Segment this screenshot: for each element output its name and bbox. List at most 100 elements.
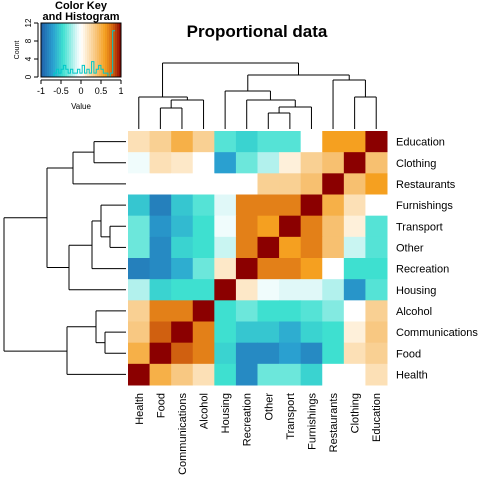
color-key-swatch	[87, 23, 90, 77]
heatmap-cell	[322, 279, 345, 301]
color-key-swatch	[57, 23, 60, 77]
color-key-swatch	[51, 23, 54, 77]
heatmap-cell	[365, 300, 388, 322]
heatmap-cell	[235, 194, 258, 217]
heatmap-cell	[149, 131, 172, 153]
color-key-swatch	[109, 23, 112, 77]
heatmap-cell	[149, 321, 172, 344]
column-label: Health	[134, 393, 146, 425]
heatmap-cell	[300, 342, 323, 365]
row-label: Housing	[396, 285, 436, 297]
heatmap-cell	[149, 173, 172, 195]
row-dendrogram	[3, 141, 126, 375]
heatmap-cell	[279, 363, 302, 386]
color-key-swatch	[105, 23, 108, 77]
heatmap-cell	[192, 300, 215, 322]
row-labels: Education Clothing Restaurants Furnishings T…	[396, 137, 478, 382]
heatmap-cell	[257, 279, 280, 301]
color-key-y-tick-label: 12	[24, 18, 33, 27]
row-label: Education	[396, 137, 445, 149]
heatmap-cell	[214, 300, 237, 322]
heatmap-cell	[300, 131, 323, 153]
row-label: Alcohol	[396, 306, 432, 318]
heatmap-cell	[343, 236, 366, 259]
heatmap-cell	[257, 300, 280, 322]
heatmap-cell	[235, 300, 258, 322]
color-key-swatch	[83, 23, 86, 77]
heatmap-cell	[322, 173, 345, 195]
heatmap-cell	[171, 363, 194, 386]
heatmap-cell	[128, 363, 151, 386]
row-label: Furnishings	[396, 200, 453, 212]
color-key-swatch	[115, 23, 118, 77]
color-key-y-tick-label: 0	[24, 74, 33, 79]
color-key-swatch	[43, 23, 46, 77]
heatmap-cell	[343, 342, 366, 365]
heatmap-cell	[365, 363, 388, 386]
heatmap-cell	[235, 173, 258, 195]
heatmap-cell	[171, 194, 194, 217]
heatmap-cell	[171, 342, 194, 365]
color-key: Color Key and Histogram -1 -0.5 0 0.5 1 0 4 8 1…	[14, 0, 124, 111]
color-key-x-tick-label: -1	[37, 86, 45, 96]
heatmap-cell	[257, 363, 280, 386]
heatmap-cell	[214, 321, 237, 344]
row-label: Clothing	[396, 158, 436, 170]
heatmap-cell	[149, 194, 172, 217]
heatmap-cell	[192, 342, 215, 365]
heatmap-cell	[235, 342, 258, 365]
color-key-swatch	[97, 23, 100, 77]
color-key-title-line2: and Histogram	[42, 11, 119, 23]
heatmap-cell	[128, 342, 151, 365]
heatmap-cell	[235, 236, 258, 259]
heatmap-cell	[235, 321, 258, 344]
heatmap-cell	[171, 236, 194, 259]
heatmap-cell	[149, 300, 172, 322]
heatmap-cell	[257, 236, 280, 259]
heatmap-cell	[192, 194, 215, 217]
color-key-x-tick-label: 1	[118, 86, 123, 96]
heatmap-cell	[365, 194, 388, 217]
heatmap-cell	[192, 131, 215, 153]
column-label: Other	[263, 393, 275, 421]
color-key-swatch	[47, 23, 50, 77]
heatmap-cell	[214, 152, 237, 174]
column-label: Communications	[177, 393, 189, 475]
heatmap-cell	[257, 173, 280, 195]
heatmap-cell	[343, 194, 366, 217]
heatmap-cell	[257, 131, 280, 153]
heatmap-cell	[214, 236, 237, 259]
heatmap-cell	[128, 258, 151, 280]
color-key-swatch	[53, 23, 56, 77]
heatmap-cell	[343, 173, 366, 195]
heatmap-cell	[192, 363, 215, 386]
heatmap-cell	[235, 363, 258, 386]
color-key-swatch	[41, 23, 44, 77]
heatmap-cell	[128, 152, 151, 174]
heatmap-cell	[343, 279, 366, 301]
column-label: Restaurants	[328, 393, 340, 453]
color-key-x-axis: -1 -0.5 0 0.5 1	[37, 79, 124, 96]
heatmap-cell	[214, 363, 237, 386]
color-key-swatch	[95, 23, 98, 77]
heatmap-cell	[149, 152, 172, 174]
heatmap-cell	[171, 258, 194, 280]
heatmap-cell	[257, 342, 280, 365]
heatmap-cell	[171, 300, 194, 322]
heatmap-cell	[279, 236, 302, 259]
heatmap-cell	[365, 131, 388, 153]
heatmap-cell	[300, 279, 323, 301]
heatmap-cell	[128, 236, 151, 259]
heatmap-cell	[192, 236, 215, 259]
color-key-swatch	[65, 23, 68, 77]
heatmap-cell	[322, 300, 345, 322]
heatmap-cell	[235, 152, 258, 174]
heatmap-cell	[279, 279, 302, 301]
column-dendrogram	[138, 62, 377, 129]
heatmap-cell	[257, 258, 280, 280]
heatmap-cell	[128, 173, 151, 195]
heatmap-cell	[149, 258, 172, 280]
heatmap-cell	[214, 279, 237, 301]
heatmap-cell	[279, 194, 302, 217]
